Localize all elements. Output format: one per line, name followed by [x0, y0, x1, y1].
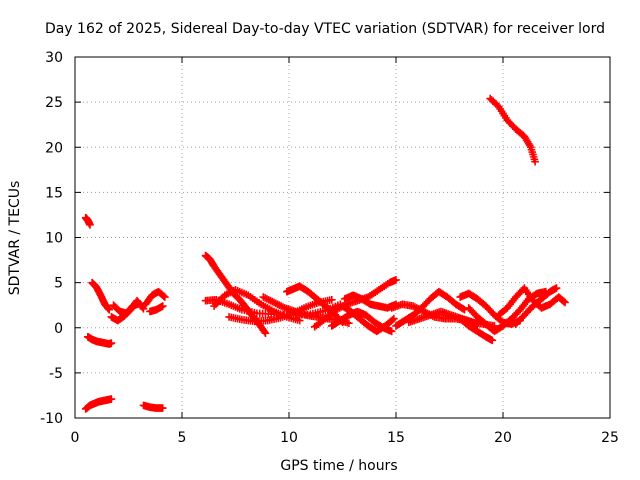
data-point [261, 329, 270, 337]
data-point [392, 276, 400, 284]
data-point [105, 305, 114, 314]
data-point [158, 404, 167, 412]
series-s3 [81, 395, 116, 413]
chart-title: Day 162 of 2025, Sidereal Day-to-day VTE… [45, 21, 605, 37]
data-points [81, 94, 569, 413]
y-tick-label: -5 [49, 366, 63, 382]
data-point [328, 295, 336, 304]
series-s2 [84, 332, 116, 348]
grid-lines [75, 57, 610, 418]
series-s28 [512, 284, 561, 328]
y-tick-label: 15 [45, 185, 63, 201]
x-axis-label: GPS time / hours [280, 458, 397, 474]
data-point [552, 284, 561, 292]
series-s8 [146, 302, 167, 316]
y-tick-label: 10 [45, 231, 63, 247]
y-axis-label: SDTVAR / TECUs [7, 181, 23, 296]
data-point [161, 293, 169, 301]
x-tick-label: 10 [280, 430, 298, 446]
series-s9 [139, 401, 167, 412]
data-point [135, 299, 143, 308]
x-tick-label: 15 [387, 430, 405, 446]
series-s7 [141, 287, 169, 309]
x-tick-label: 0 [71, 430, 80, 446]
series-s21 [392, 287, 469, 330]
plot-frame [74, 56, 611, 419]
series-s19 [338, 302, 398, 336]
y-tick-label: 30 [45, 50, 63, 66]
series-s24 [464, 287, 550, 336]
series-s6 [109, 299, 143, 318]
x-tick-label: 25 [601, 430, 619, 446]
data-point [160, 292, 168, 300]
x-tick-label: 5 [178, 430, 187, 446]
y-tick-label: -10 [40, 411, 63, 427]
y-tick-label: 25 [45, 95, 63, 111]
data-point [345, 319, 353, 328]
y-tick-label: 20 [45, 140, 63, 156]
data-point [107, 395, 116, 403]
y-tick-label: 5 [54, 276, 63, 292]
data-point [107, 339, 116, 347]
data-point [139, 304, 148, 313]
data-point [387, 327, 396, 336]
data-point [561, 298, 569, 307]
data-point [295, 316, 304, 325]
series-s4 [88, 278, 114, 314]
y-tick-label: 0 [54, 321, 63, 337]
tick-labels: 0 5 10 15 20 25 -10 -5 0 5 10 15 20 25 30 [40, 50, 619, 446]
series-s25 [456, 314, 497, 345]
data-point [390, 314, 398, 323]
series-s26 [486, 94, 539, 166]
data-point [86, 221, 94, 229]
series-s1 [81, 213, 94, 229]
data-point [158, 302, 167, 310]
x-tick-label: 20 [494, 430, 512, 446]
data-point [488, 336, 497, 345]
data-point [560, 297, 568, 306]
data-point [531, 157, 539, 166]
